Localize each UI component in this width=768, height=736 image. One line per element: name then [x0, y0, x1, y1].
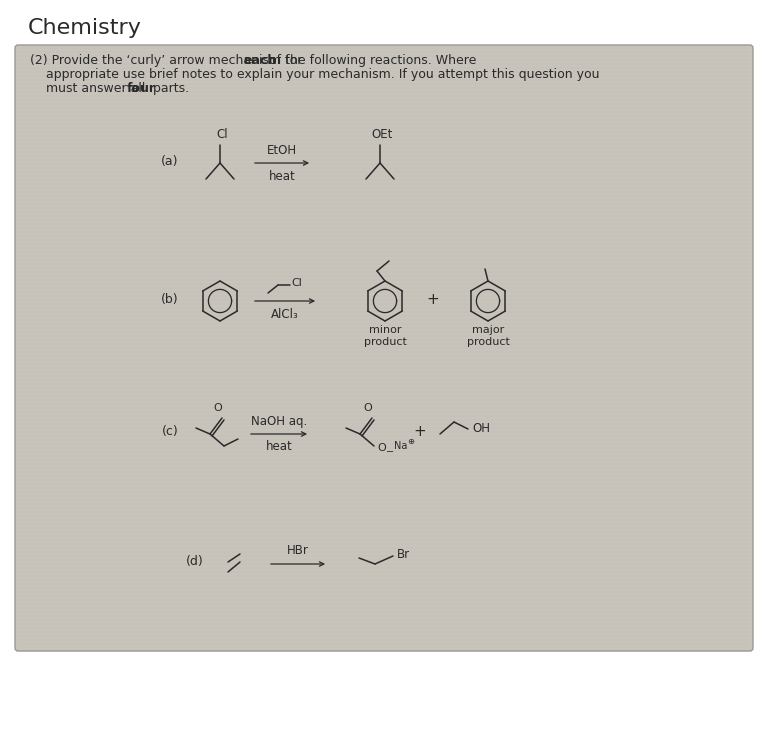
Text: OEt: OEt	[371, 129, 392, 141]
Text: heat: heat	[266, 441, 293, 453]
Text: appropriate use brief notes to explain your mechanism. If you attempt this quest: appropriate use brief notes to explain y…	[30, 68, 600, 81]
Text: Cl: Cl	[216, 129, 228, 141]
Text: major
product: major product	[467, 325, 509, 347]
Text: OH: OH	[472, 422, 490, 434]
Text: O: O	[377, 443, 386, 453]
Text: HBr: HBr	[287, 545, 309, 557]
Text: EtOH: EtOH	[267, 144, 297, 157]
Text: O: O	[363, 403, 372, 413]
Text: must answer all: must answer all	[30, 82, 149, 95]
Text: ⊕: ⊕	[407, 437, 414, 447]
Text: each: each	[243, 54, 276, 67]
Text: Br: Br	[397, 548, 410, 561]
Text: (b): (b)	[161, 292, 179, 305]
Text: −: −	[386, 447, 394, 457]
FancyBboxPatch shape	[15, 45, 753, 651]
Text: (d): (d)	[186, 556, 204, 568]
Text: +: +	[414, 425, 426, 439]
Text: of the following reactions. Where: of the following reactions. Where	[266, 54, 477, 67]
Text: NaOH aq.: NaOH aq.	[251, 414, 307, 428]
Text: (a): (a)	[161, 155, 179, 168]
Text: minor
product: minor product	[363, 325, 406, 347]
Text: (2) Provide the ‘curly’ arrow mechanism for: (2) Provide the ‘curly’ arrow mechanism …	[30, 54, 306, 67]
Text: heat: heat	[269, 169, 296, 183]
Text: O: O	[214, 403, 223, 413]
Text: parts.: parts.	[149, 82, 189, 95]
Text: (c): (c)	[161, 425, 178, 439]
Text: Na: Na	[394, 441, 407, 451]
Text: +: +	[427, 291, 439, 306]
Text: four: four	[127, 82, 156, 95]
Text: Cl: Cl	[292, 278, 303, 288]
Text: Chemistry: Chemistry	[28, 18, 142, 38]
Text: AlCl₃: AlCl₃	[271, 308, 299, 322]
